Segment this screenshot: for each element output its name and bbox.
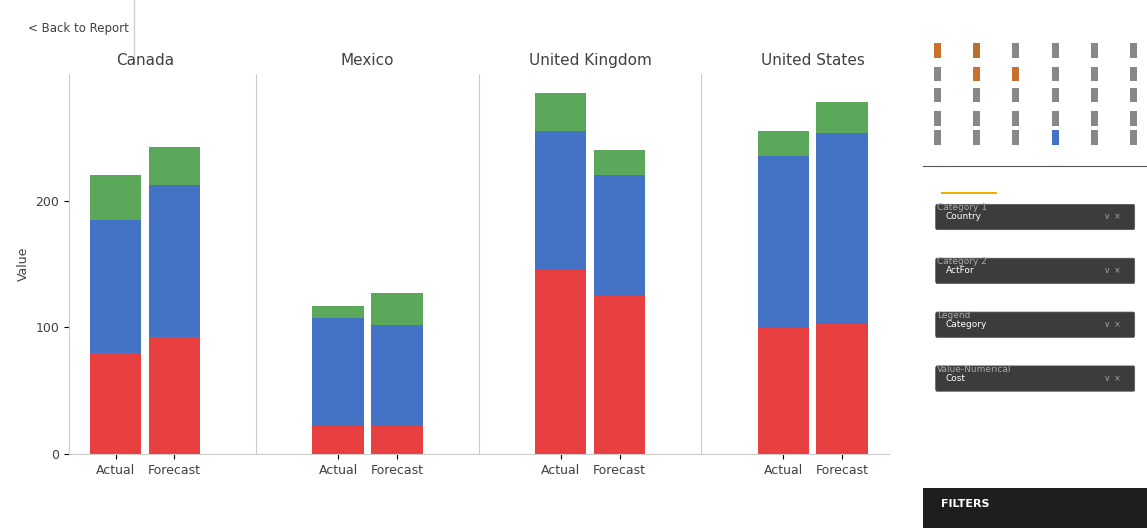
Bar (1052, 111, 1059, 126)
Bar (312, 306, 364, 318)
Bar (149, 337, 201, 454)
Bar (973, 43, 980, 58)
Text: Mexico: Mexico (341, 53, 395, 68)
Bar (594, 150, 646, 175)
Bar (149, 147, 201, 185)
Bar (817, 324, 868, 454)
Bar (1013, 111, 1020, 126)
Bar (1013, 130, 1020, 145)
Bar (89, 353, 141, 454)
Bar (1131, 130, 1138, 145)
Text: Category: Category (945, 319, 988, 329)
Text: < Back to Report: < Back to Report (28, 22, 128, 35)
Text: v  ×: v × (1105, 373, 1121, 383)
Bar (1013, 88, 1020, 102)
Bar (535, 131, 586, 270)
Bar (594, 296, 646, 454)
Text: ...: ... (942, 156, 953, 169)
FancyBboxPatch shape (936, 204, 1134, 230)
Text: Category 1: Category 1 (937, 203, 986, 212)
Bar (1091, 130, 1098, 145)
Bar (923, 488, 1147, 528)
Text: v  ×: v × (1105, 319, 1121, 329)
Text: United States: United States (760, 53, 865, 68)
Bar (594, 175, 646, 296)
Bar (535, 270, 586, 454)
Bar (89, 220, 141, 353)
Text: Cost: Cost (945, 373, 966, 383)
Bar (757, 131, 809, 156)
Text: Country: Country (945, 212, 982, 221)
Bar (934, 130, 941, 145)
Bar (1052, 67, 1059, 81)
Text: VISUALIZATIONS: VISUALIZATIONS (942, 18, 1038, 29)
Bar (934, 43, 941, 58)
Y-axis label: Value: Value (17, 247, 30, 281)
Text: 🔍: 🔍 (1093, 177, 1102, 191)
Bar (1013, 43, 1020, 58)
Text: ActFor: ActFor (945, 266, 974, 275)
Bar (1091, 67, 1098, 81)
Bar (312, 426, 364, 454)
Bar (757, 327, 809, 454)
Text: ⊞: ⊞ (962, 177, 974, 191)
Bar (535, 93, 586, 131)
Bar (1131, 67, 1138, 81)
Bar (942, 192, 997, 194)
Bar (934, 111, 941, 126)
Bar (1052, 43, 1059, 58)
Bar (817, 102, 868, 134)
Bar (1013, 67, 1020, 81)
Bar (973, 111, 980, 126)
Bar (149, 185, 201, 337)
Text: ⚙: ⚙ (1029, 177, 1041, 191)
Text: Legend: Legend (937, 311, 970, 320)
Bar (817, 134, 868, 324)
Bar (312, 318, 364, 426)
Bar (1091, 88, 1098, 102)
Bar (1131, 43, 1138, 58)
Bar (372, 293, 423, 325)
Bar (1052, 130, 1059, 145)
FancyBboxPatch shape (936, 312, 1134, 337)
Text: v  ×: v × (1105, 266, 1121, 275)
Bar (757, 156, 809, 327)
Text: v  ×: v × (1105, 212, 1121, 221)
Bar (372, 325, 423, 426)
Text: United Kingdom: United Kingdom (529, 53, 651, 68)
Bar (1091, 43, 1098, 58)
Bar (89, 175, 141, 220)
FancyBboxPatch shape (936, 366, 1134, 391)
Text: >: > (1119, 18, 1129, 29)
Text: Canada: Canada (116, 53, 174, 68)
Bar (973, 88, 980, 102)
Bar (934, 67, 941, 81)
Bar (973, 67, 980, 81)
Bar (372, 426, 423, 454)
Bar (1052, 88, 1059, 102)
Bar (934, 88, 941, 102)
Bar (1131, 111, 1138, 126)
Text: Value-Numerical: Value-Numerical (937, 365, 1012, 374)
FancyBboxPatch shape (936, 258, 1134, 284)
Text: Category 2: Category 2 (937, 257, 986, 266)
Text: FILTERS: FILTERS (942, 499, 990, 509)
Bar (1091, 111, 1098, 126)
Bar (1131, 88, 1138, 102)
Bar (973, 130, 980, 145)
